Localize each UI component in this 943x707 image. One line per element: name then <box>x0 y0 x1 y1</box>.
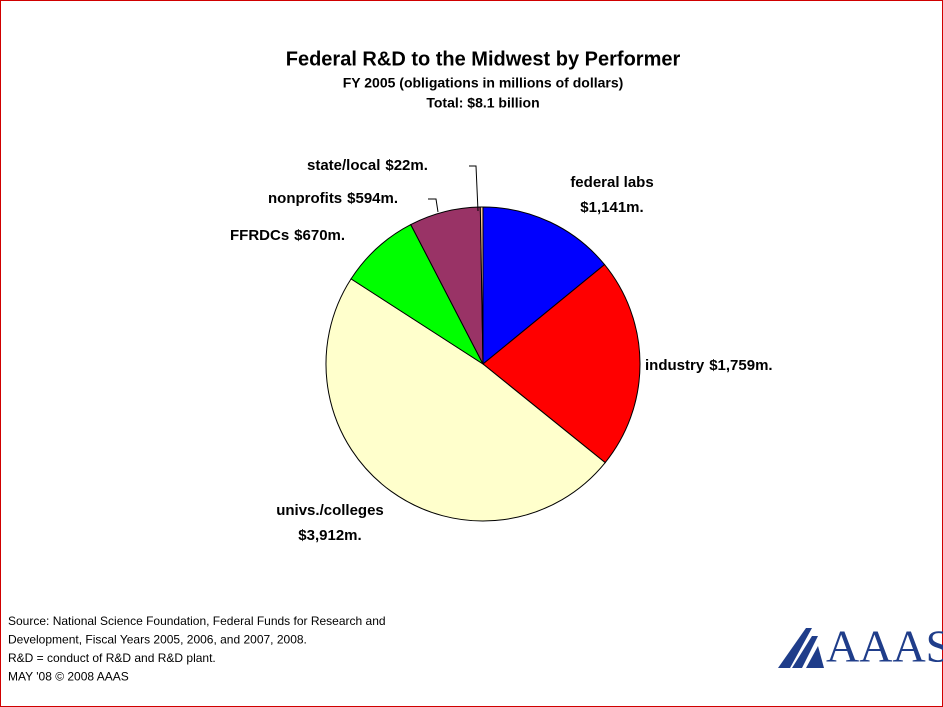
chart-total: Total: $8.1 billion <box>426 95 539 111</box>
notes: Source: National Science Foundation, Fed… <box>8 614 386 684</box>
source-note: Source: National Science Foundation, Fed… <box>8 614 386 628</box>
value-label: $1,759m. <box>709 357 772 374</box>
pie <box>325 206 641 522</box>
pie-slice <box>482 206 606 366</box>
source-note: Development, Fiscal Years 2005, 2006, an… <box>8 633 307 647</box>
source-note: MAY '08 © 2008 AAAS <box>8 670 129 684</box>
source-note: R&D = conduct of R&D and R&D plant. <box>8 651 216 665</box>
logo-stripe <box>778 628 812 668</box>
pie-slice <box>482 263 641 464</box>
category-label: industry <box>645 357 705 374</box>
pie-slice <box>479 206 484 365</box>
leader-line <box>469 165 479 212</box>
slice-label: state/local $22m. <box>307 157 428 174</box>
logo: AAAS <box>778 621 943 672</box>
value-label: $22m. <box>385 157 428 174</box>
labels: federal labs $1,141m. industry $1,759m. univ… <box>230 157 773 544</box>
logo-stripe <box>792 636 818 668</box>
value-label: $594m. <box>347 190 398 207</box>
value-label: $1,141m. <box>580 199 643 216</box>
category-label: federal labs <box>570 174 653 191</box>
value-label: $670m. <box>294 227 345 244</box>
value-label: $3,912m. <box>298 527 361 544</box>
slice-label: nonprofits $594m. <box>268 190 398 207</box>
slice-label: federal labs $1,141m. <box>570 174 653 216</box>
chart-subtitle: FY 2005 (obligations in millions of doll… <box>343 75 624 91</box>
category-label: univs./colleges <box>276 502 384 519</box>
category-label: FFRDCs <box>230 227 289 244</box>
chart-title: Federal R&D to the Midwest by Performer <box>286 48 681 70</box>
pie-slice <box>325 278 606 522</box>
category-label: state/local <box>307 157 380 174</box>
slice-label: FFRDCs $670m. <box>230 227 345 244</box>
logo-text: AAAS <box>826 621 943 672</box>
leader-line <box>428 198 439 213</box>
logo-stripe <box>806 646 824 668</box>
slice-label: univs./colleges $3,912m. <box>276 502 384 544</box>
category-label: nonprofits <box>268 190 342 207</box>
slice-label: industry $1,759m. <box>645 357 773 374</box>
